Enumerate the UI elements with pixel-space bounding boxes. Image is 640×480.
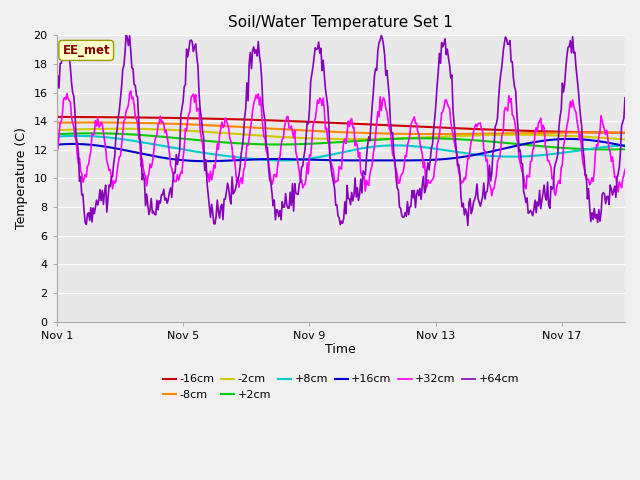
-16cm [391, 123, 399, 129]
-16cm [53, 114, 61, 120]
+16cm [520, 141, 527, 147]
+8cm [325, 152, 333, 158]
+2cm [621, 146, 629, 152]
+8cm [521, 154, 529, 159]
+32cm [362, 188, 369, 194]
+64cm [521, 193, 529, 199]
+32cm [488, 193, 495, 199]
-2cm [520, 132, 527, 138]
Line: +8cm: +8cm [57, 136, 625, 160]
+8cm [53, 134, 61, 140]
-8cm [432, 131, 440, 137]
-2cm [327, 136, 335, 142]
+2cm [604, 146, 612, 152]
Line: +32cm: +32cm [57, 91, 625, 196]
-8cm [362, 130, 369, 136]
-16cm [607, 130, 615, 135]
Line: +2cm: +2cm [57, 133, 625, 149]
+2cm [327, 140, 335, 145]
-2cm [362, 136, 369, 142]
-2cm [621, 136, 629, 142]
-8cm [327, 129, 335, 134]
+8cm [363, 145, 371, 151]
+2cm [610, 146, 618, 152]
+2cm [392, 136, 400, 142]
+2cm [53, 132, 61, 137]
-8cm [621, 130, 629, 135]
Line: +64cm: +64cm [57, 34, 625, 226]
+2cm [90, 131, 97, 136]
+16cm [565, 136, 573, 142]
X-axis label: Time: Time [326, 343, 356, 356]
+32cm [324, 138, 332, 144]
-16cm [323, 120, 330, 125]
-8cm [392, 131, 400, 137]
-16cm [518, 128, 526, 133]
+64cm [392, 175, 400, 181]
-8cm [610, 130, 618, 135]
+8cm [277, 157, 285, 163]
-16cm [621, 130, 629, 136]
-16cm [326, 120, 334, 126]
+32cm [610, 165, 618, 170]
+64cm [610, 188, 618, 194]
+64cm [621, 95, 629, 101]
Y-axis label: Temperature (C): Temperature (C) [15, 128, 28, 229]
Line: -2cm: -2cm [57, 129, 625, 139]
-16cm [360, 121, 368, 127]
+32cm [621, 167, 629, 172]
-2cm [53, 127, 61, 133]
+16cm [202, 158, 210, 164]
+8cm [394, 143, 401, 148]
+8cm [610, 143, 618, 149]
Line: -8cm: -8cm [57, 122, 625, 134]
+2cm [324, 140, 332, 146]
-8cm [90, 120, 98, 125]
+64cm [362, 172, 369, 178]
+8cm [621, 142, 629, 148]
Text: EE_met: EE_met [62, 44, 110, 57]
+16cm [327, 157, 335, 163]
+32cm [53, 151, 61, 157]
+2cm [362, 138, 369, 144]
+16cm [621, 143, 629, 149]
+64cm [324, 104, 332, 109]
+64cm [53, 92, 61, 98]
-2cm [609, 136, 616, 142]
+64cm [464, 223, 472, 228]
+64cm [122, 31, 130, 36]
-8cm [53, 120, 61, 126]
+16cm [610, 141, 618, 146]
Title: Soil/Water Temperature Set 1: Soil/Water Temperature Set 1 [228, 15, 453, 30]
+32cm [521, 183, 529, 189]
+16cm [362, 157, 369, 163]
-2cm [324, 136, 332, 142]
+16cm [324, 157, 332, 163]
+8cm [328, 152, 336, 157]
+32cm [327, 160, 335, 166]
+16cm [392, 157, 400, 163]
-8cm [521, 130, 529, 136]
+8cm [74, 133, 82, 139]
+32cm [127, 88, 134, 94]
+16cm [53, 142, 61, 147]
+64cm [327, 166, 335, 172]
Line: -16cm: -16cm [57, 117, 625, 133]
-2cm [115, 126, 123, 132]
-8cm [324, 129, 332, 134]
+32cm [392, 167, 400, 172]
Legend: -16cm, -8cm, -2cm, +2cm, +8cm, +16cm, +32cm, +64cm: -16cm, -8cm, -2cm, +2cm, +8cm, +16cm, +3… [158, 370, 524, 405]
-2cm [392, 135, 400, 141]
Line: +16cm: +16cm [57, 139, 625, 161]
+2cm [520, 142, 527, 147]
